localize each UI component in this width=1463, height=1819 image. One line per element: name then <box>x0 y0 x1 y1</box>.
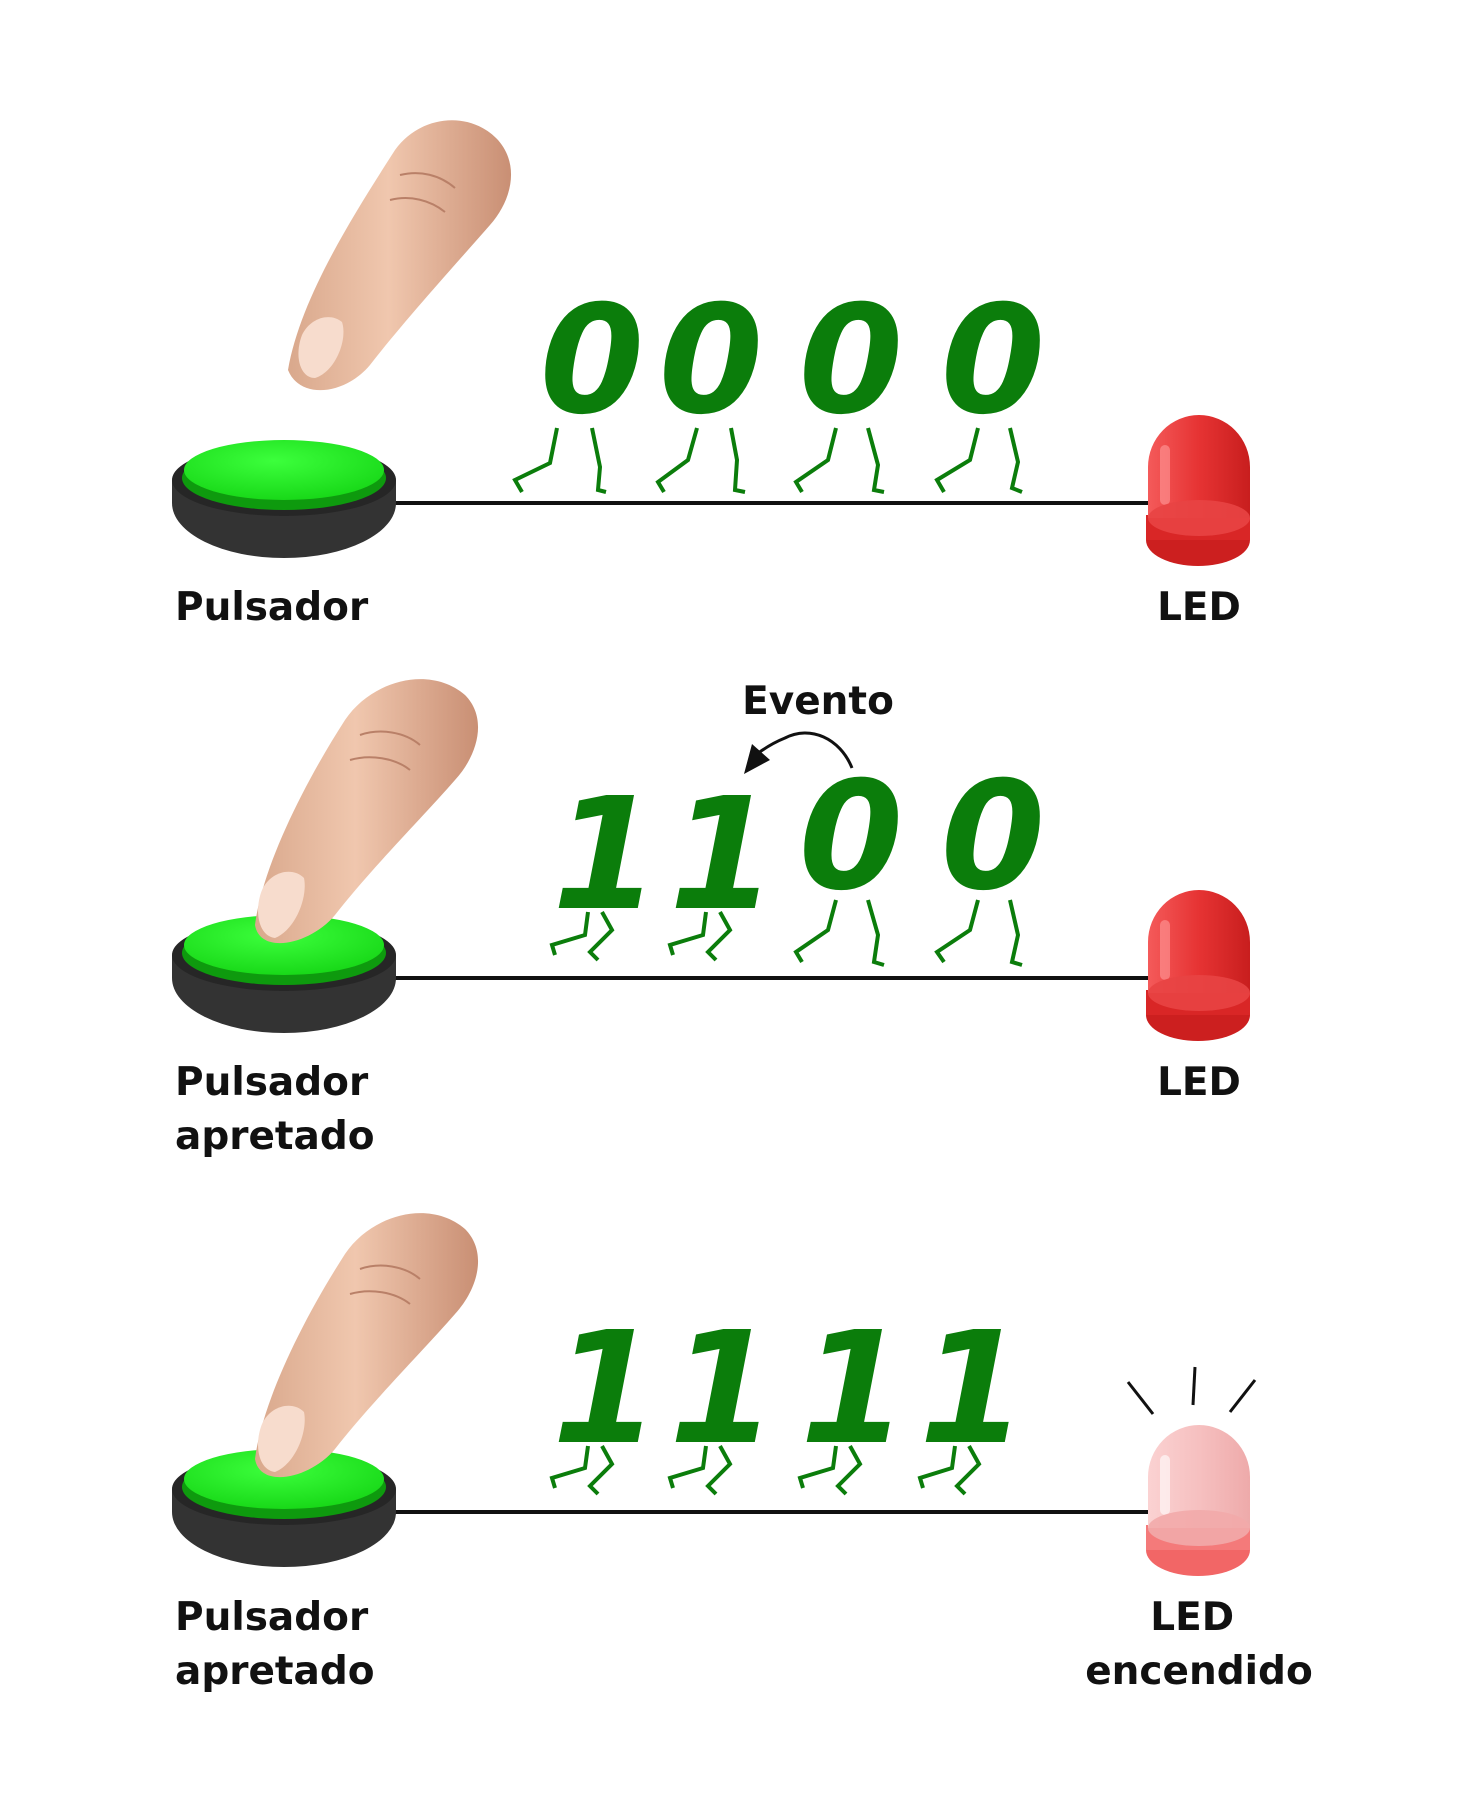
bit-2: 0 <box>793 274 903 494</box>
bit-digit: 1 <box>552 1298 660 1479</box>
bit-3: 0 <box>934 274 1045 494</box>
push-button <box>172 915 396 1033</box>
panel-2: 1 1 0 0 <box>172 679 1250 1159</box>
bit-3: 0 <box>934 750 1045 967</box>
bit-digit: 0 <box>941 750 1045 924</box>
bit-legs <box>793 899 885 967</box>
panel-1: 0 0 0 0 <box>172 120 1250 630</box>
bit-1: 0 <box>655 274 763 494</box>
button-label: Pulsador apretado <box>175 1060 382 1159</box>
button-label-line: apretado <box>175 1649 375 1694</box>
event-arrow <box>744 731 854 774</box>
push-button <box>172 1449 396 1567</box>
bit-legs <box>667 1445 733 1496</box>
bit-legs <box>655 427 746 494</box>
button-label: Pulsador apretado <box>175 1595 382 1694</box>
bit-legs <box>797 1445 863 1496</box>
led-label-line: LED <box>1157 1060 1241 1105</box>
button-label-line: Pulsador <box>175 1060 369 1105</box>
bit-legs <box>934 899 1023 967</box>
button-label: Pulsador <box>175 585 369 630</box>
arrowhead-icon <box>744 744 770 774</box>
panel-3: 1 1 1 1 <box>172 1213 1313 1694</box>
bit-digit: 1 <box>919 1298 1027 1479</box>
button-label-line: apretado <box>175 1114 375 1159</box>
led <box>1146 890 1250 1041</box>
button-label-line: Pulsador <box>175 1595 369 1640</box>
led-label-line: LED <box>1150 1595 1234 1640</box>
led <box>1146 1425 1250 1576</box>
led-label-line: LED <box>1157 585 1241 630</box>
finger-icon <box>255 679 479 944</box>
bit-1: 1 <box>667 1298 777 1496</box>
led-glow-rays <box>1126 1366 1257 1415</box>
bit-digit: 0 <box>799 750 903 924</box>
bit-0: 0 <box>512 274 644 494</box>
bit-0: 1 <box>549 764 660 962</box>
bit-legs <box>549 911 615 962</box>
bit-digit: 1 <box>552 764 660 945</box>
bit-digit: 0 <box>659 274 763 448</box>
bit-digit: 1 <box>800 1298 908 1479</box>
bit-legs <box>667 911 733 962</box>
led-label-line: encendido <box>1085 1649 1313 1694</box>
led-label: LED encendido <box>1085 1595 1313 1694</box>
bit-digit: 0 <box>941 274 1045 448</box>
bit-legs <box>549 1445 615 1496</box>
finger-icon <box>255 1213 479 1478</box>
bit-digit: 0 <box>540 274 644 448</box>
button-label-line: Pulsador <box>175 585 369 630</box>
bit-2: 1 <box>797 1298 908 1496</box>
bit-3: 1 <box>917 1298 1027 1496</box>
bit-2: 0 <box>793 750 903 967</box>
led-label: LED <box>1157 585 1241 630</box>
push-button <box>172 440 396 558</box>
bit-0: 1 <box>549 1298 660 1496</box>
finger-icon <box>288 120 512 391</box>
bit-legs <box>934 427 1023 494</box>
bit-legs <box>512 427 607 494</box>
bit-legs <box>793 427 885 494</box>
led-label: LED <box>1157 1060 1241 1105</box>
event-label: Evento <box>742 679 894 724</box>
bit-1: 1 <box>667 764 777 962</box>
led <box>1146 415 1250 566</box>
bit-legs <box>917 1445 982 1496</box>
bit-digit: 0 <box>799 274 903 448</box>
